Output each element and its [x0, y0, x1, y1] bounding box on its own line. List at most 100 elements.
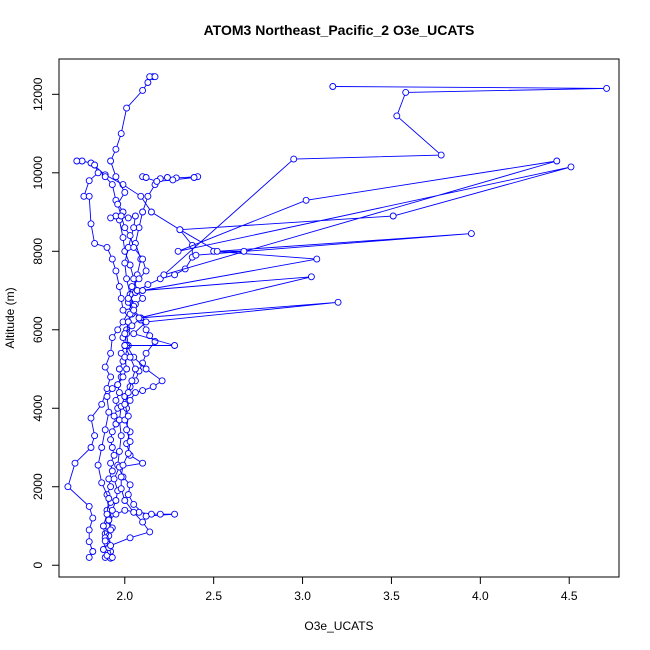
data-point-4-27 [130, 224, 138, 232]
data-point-2-13 [130, 500, 138, 508]
data-point-4-29 [124, 214, 132, 222]
data-point-6-34 [389, 212, 397, 220]
x-tick-label-3: 3.0 [294, 589, 311, 603]
data-point-6-26 [139, 287, 147, 294]
data-point-5-34 [121, 224, 129, 232]
data-point-5-38 [112, 173, 120, 181]
data-point-6-9 [119, 461, 127, 469]
x-tick-label-4: 3.5 [383, 589, 400, 603]
data-point-5-24 [128, 322, 136, 330]
data-point-2-19 [117, 432, 125, 440]
x-axis-label: O3e_UCATS [304, 619, 373, 633]
data-point-2-18 [115, 447, 123, 455]
data-point-6-4 [139, 518, 147, 526]
data-point-5-32 [130, 243, 138, 251]
data-point-2-7 [121, 506, 129, 514]
data-point-3-10 [91, 432, 99, 440]
data-point-4-7 [98, 479, 106, 487]
data-point-5-28 [128, 283, 136, 291]
data-point-1-50 [153, 177, 161, 185]
data-point-2-11 [171, 510, 179, 518]
data-point-6-2 [126, 534, 134, 542]
data-point-1-42 [144, 192, 152, 200]
data-point-2-43 [137, 192, 145, 200]
data-point-2-42 [147, 208, 155, 216]
data-point-6-43 [402, 88, 410, 96]
data-point-4-12 [103, 393, 111, 400]
data-point-5-4 [108, 506, 116, 514]
data-point-6-24 [135, 314, 143, 322]
data-point-6-13 [124, 412, 132, 420]
data-point-3-33 [91, 161, 99, 169]
data-point-5-2 [107, 526, 115, 534]
data-point-2-10 [156, 510, 164, 518]
data-point-3-43 [115, 283, 123, 291]
data-point-6-6 [121, 497, 129, 504]
data-point-6-32 [213, 247, 221, 255]
data-point-4-9 [98, 444, 106, 451]
data-point-2-48 [73, 157, 81, 165]
data-point-6-37 [302, 196, 310, 204]
data-point-5-9 [139, 459, 147, 467]
data-point-3-44 [117, 294, 125, 302]
data-point-6-18 [126, 353, 134, 361]
data-point-6-3 [146, 528, 154, 536]
data-point-3-27 [119, 234, 127, 242]
data-point-2-27 [142, 349, 150, 357]
x-tick-label-1: 2.0 [116, 589, 133, 603]
data-point-5-40 [112, 145, 120, 153]
data-point-5-41 [117, 130, 125, 138]
data-point-6-36 [174, 247, 182, 255]
data-point-5-31 [139, 255, 147, 263]
y-tick-label-1: 0 [31, 562, 45, 569]
data-point-6-35 [567, 163, 575, 171]
data-point-3-1 [85, 553, 93, 561]
x-axis: 2.0 2.5 3.0 3.5 4.0 4.5 [116, 576, 578, 603]
data-point-3-35 [85, 177, 93, 185]
data-point-1-19 [108, 428, 116, 436]
data-point-5-29 [135, 275, 143, 283]
data-point-3-2 [89, 548, 97, 555]
y-tick-label-5: 8000 [31, 238, 45, 265]
data-point-5-30 [142, 267, 150, 275]
y-axis: 0 2000 4000 6000 8000 10000 12000 [31, 77, 60, 569]
data-point-4-28 [131, 212, 139, 220]
plot-series-group [64, 73, 611, 562]
data-point-3-14 [107, 373, 115, 381]
data-point-2-44 [119, 181, 127, 189]
data-point-1-17 [108, 444, 116, 451]
data-point-3-40 [103, 243, 111, 251]
data-point-6-21 [130, 330, 138, 338]
data-point-2-12 [142, 512, 150, 520]
data-point-3-17 [108, 334, 116, 342]
data-point-6-45 [329, 83, 337, 90]
data-point-2-15 [126, 481, 134, 489]
x-tick-label-6: 4.5 [561, 589, 578, 603]
data-point-2-14 [124, 491, 132, 499]
data-point-1-14 [108, 467, 116, 475]
data-point-5-42 [123, 104, 131, 112]
data-point-3-8 [71, 459, 79, 467]
data-point-5-39 [107, 157, 115, 165]
data-point-5-15 [126, 396, 134, 404]
data-point-6-29 [240, 247, 248, 255]
data-point-5-26 [130, 306, 138, 314]
data-point-6-38 [553, 157, 561, 165]
data-point-6-11 [126, 438, 134, 446]
data-point-3-41 [108, 255, 116, 263]
data-point-1-27 [115, 365, 123, 373]
data-point-3-32 [101, 173, 109, 181]
data-point-6-1 [107, 542, 115, 550]
data-point-3-3 [85, 538, 93, 546]
series-line-3 [67, 164, 144, 558]
data-point-3-12 [98, 400, 106, 408]
data-point-4-8 [94, 461, 102, 469]
data-point-5-37 [121, 188, 129, 196]
x-tick-label-2: 2.5 [205, 589, 222, 603]
data-point-5-16 [131, 389, 139, 397]
data-point-6-19 [121, 342, 129, 349]
data-point-3-42 [112, 267, 120, 275]
data-point-4-25 [121, 259, 129, 267]
data-point-1-48 [190, 174, 198, 181]
data-point-3-4 [85, 526, 93, 534]
